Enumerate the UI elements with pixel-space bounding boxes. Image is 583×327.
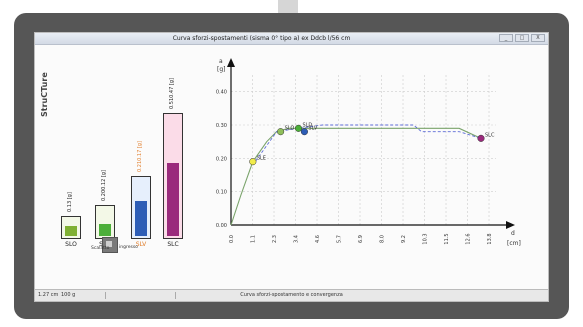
x-tick-label: 3.4: [294, 235, 300, 243]
point-label-sle: SLE: [257, 156, 266, 162]
limit-state-bar-slv: [131, 176, 151, 239]
bar-category-slc: SLC: [167, 241, 179, 248]
legend-swatch: [102, 237, 118, 253]
x-tick-label: 5.7: [337, 235, 343, 243]
app-logo: StruCTure: [40, 72, 49, 117]
point-slo: [277, 128, 285, 136]
status-value: 100 g: [61, 292, 76, 298]
x-tick-label: 13.8: [487, 233, 493, 244]
point-sle: [249, 158, 257, 166]
top-notch: [278, 0, 298, 14]
bar-value-label-slc: 0.510.47 [g]: [169, 78, 175, 109]
y-axis-arrow-icon: [227, 58, 235, 67]
minimize-button[interactable]: _: [499, 34, 513, 42]
title-bar: Curva sforzi-spostamenti (sisma 0° tipo …: [35, 33, 548, 45]
maximize-button[interactable]: □: [515, 34, 529, 42]
point-label-slc: SLC: [485, 132, 495, 138]
y-axis-label: [g]: [217, 66, 226, 73]
status-bar: 1.27 cm 100 g Curva sforzi-spostamento e…: [35, 289, 548, 301]
point-label-slv: SLV: [308, 126, 317, 132]
legend-right-label: ingresso: [119, 245, 138, 250]
bar-value-label-sld: 0.200.12 [g]: [101, 170, 107, 201]
point-slc: [477, 134, 485, 142]
y-tick-label: 0.10: [216, 190, 227, 196]
x-tick-label: 4.6: [315, 235, 321, 243]
x-tick-label: 1.1: [251, 235, 257, 243]
point-label-sld: SLD: [302, 122, 312, 128]
x-tick-label: 11.5: [444, 233, 450, 244]
limit-state-bar-slc: [163, 113, 183, 239]
limit-state-bar-slo: [61, 216, 81, 239]
bar-category-slo: SLO: [65, 241, 77, 248]
capacity-curve-chart: 0.00 0.10 0.20 0.30 0.40 0.0 1.1 2.3 3.4 4.6 5.7 6.…: [216, 58, 521, 247]
svg-text:StruCTure: StruCTure: [40, 72, 49, 117]
bar-value-label-slv: 0.210.17 [g]: [137, 141, 143, 172]
x-axis-arrow-icon: [506, 221, 515, 229]
limit-state-bar-sld: [95, 205, 115, 239]
y-tick-label: 0.40: [216, 90, 227, 96]
point-label-slo: SLO: [285, 126, 295, 132]
x-axis-label: [cm]: [507, 240, 521, 247]
x-tick-label: 12.6: [466, 233, 472, 244]
bar-fill-sld: [99, 224, 111, 236]
x-tick-label: 10.3: [423, 233, 429, 244]
x-tick-label: 9.2: [401, 235, 407, 243]
point-sld: [294, 124, 303, 132]
app-window: Curva sforzi-spostamenti (sisma 0° tipo …: [34, 32, 549, 302]
status-coord: 1.27 cm: [38, 292, 59, 298]
y-tick-label: 0.00: [216, 223, 227, 229]
status-message: Curva sforzi-spostamento e convergenza: [240, 292, 343, 298]
bar-fill-slv: [135, 201, 147, 236]
legend-left-label: Scalatto: [91, 246, 110, 251]
close-button[interactable]: X: [531, 34, 545, 42]
bar-fill-slo: [65, 226, 77, 236]
y-tick-label: 0.30: [216, 123, 227, 129]
bar-value-label-slo: 0.13 [g]: [67, 192, 73, 212]
x-tick-label: 0.0: [229, 235, 235, 243]
x-tick-label: 2.3: [272, 235, 278, 243]
window-title: Curva sforzi-spostamenti (sisma 0° tipo …: [172, 35, 351, 42]
x-tick-label: 8.0: [380, 235, 386, 243]
point-slv: [300, 128, 308, 136]
x-tick-label: 6.9: [358, 235, 364, 243]
y-axis-symbol: a: [219, 58, 223, 65]
y-tick-label: 0.20: [216, 156, 227, 162]
bar-fill-slc: [167, 163, 179, 236]
series-line: [230, 127, 482, 226]
series-line: [252, 124, 482, 166]
bar-category-slv: SLV: [135, 241, 147, 248]
x-axis-symbol: d: [511, 230, 515, 237]
